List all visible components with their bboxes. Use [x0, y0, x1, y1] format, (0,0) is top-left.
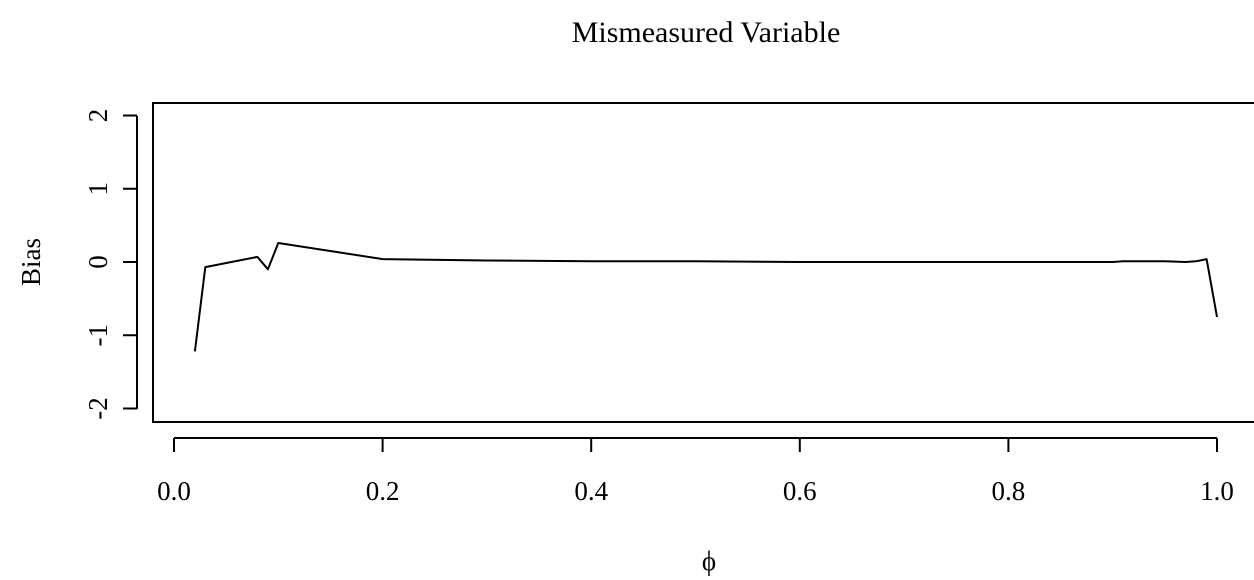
- x-tick-label: 0.8: [992, 476, 1026, 506]
- x-axis-label: ϕ: [702, 546, 716, 576]
- x-tick-label: 0.6: [783, 476, 817, 506]
- x-tick-label: 0.2: [366, 476, 400, 506]
- y-tick-label: 1: [83, 182, 113, 196]
- y-tick-label: 0: [83, 255, 113, 269]
- y-tick-label: -2: [83, 397, 113, 420]
- series-group: [193, 242, 1218, 352]
- x-tick-label: 1.0: [1200, 476, 1234, 506]
- chart-title: Mismeasured Variable: [572, 16, 841, 49]
- x-tick-label: 0.0: [157, 476, 191, 506]
- plot-area-border: [152, 102, 1254, 423]
- x-axis-ticks: 0.0 0.2 0.4 0.6 0.8 1.0: [157, 438, 1234, 506]
- y-tick-label: -1: [83, 324, 113, 347]
- series-line: [193, 242, 1218, 352]
- x-tick-label: 0.4: [574, 476, 608, 506]
- y-axis-ticks: -2 -1 0 1 2: [83, 109, 137, 420]
- y-tick-label: 2: [83, 109, 113, 123]
- y-axis-label: Bias: [16, 238, 46, 286]
